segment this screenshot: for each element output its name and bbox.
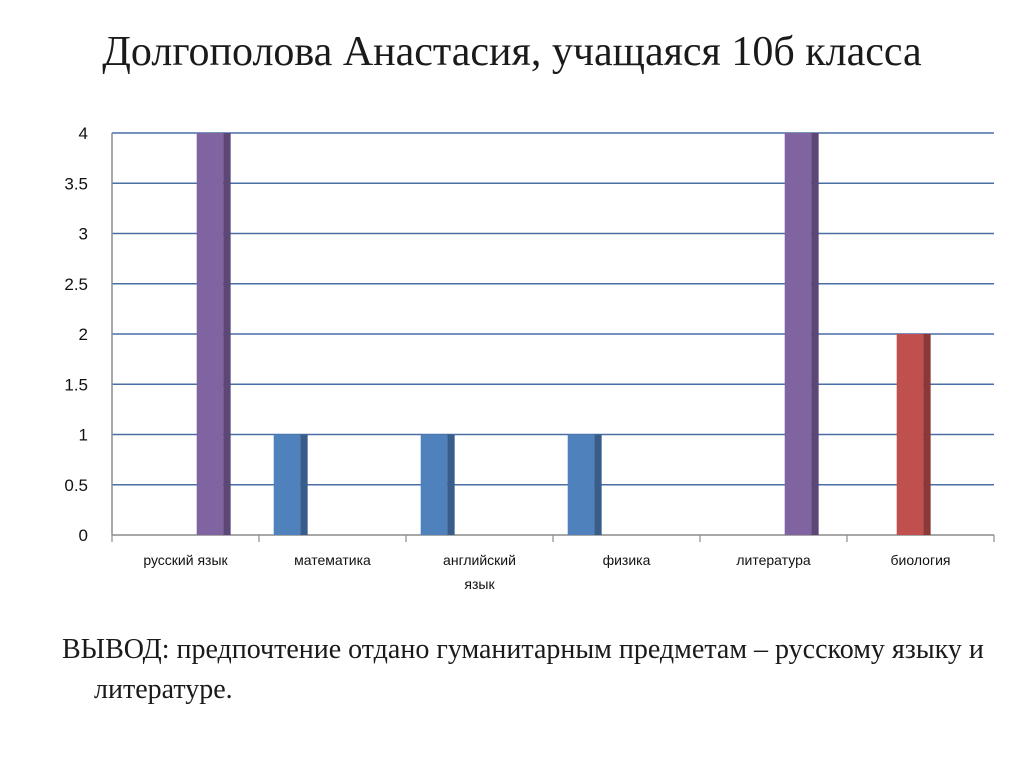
y-tick-label: 1.5 — [64, 375, 88, 394]
x-category-label: русский язык — [143, 552, 228, 568]
conclusion-text: предпочтение отдано гуманитарным предмет… — [94, 634, 984, 705]
bar — [567, 434, 595, 535]
bar — [896, 334, 924, 535]
conclusion-label: ВЫВОД: — [62, 634, 170, 665]
x-category-label: математика — [294, 552, 371, 568]
bar-chart: 0 0.5 1 1.5 2 2.5 3 3.5 4 русский язык математика а… — [64, 124, 995, 592]
gridlines — [112, 132, 994, 486]
y-tick-label: 1 — [79, 426, 88, 445]
y-tick-label: 3.5 — [64, 174, 88, 193]
axes — [111, 133, 995, 542]
axis-labels: 0 0.5 1 1.5 2 2.5 3 3.5 4 русский язык математика а… — [64, 124, 950, 592]
bars — [196, 133, 931, 535]
bar — [784, 133, 812, 535]
y-tick-label: 3 — [79, 225, 88, 244]
conclusion: ВЫВОД: предпочтение отдано гуманитарным … — [62, 630, 994, 710]
x-category-label: язык — [464, 576, 495, 592]
x-category-label: английский — [443, 552, 516, 568]
y-tick-label: 0.5 — [64, 476, 88, 495]
bar-side — [923, 334, 931, 535]
x-category-label: биология — [891, 552, 951, 568]
bar-side — [223, 133, 231, 535]
bar — [196, 133, 224, 535]
bar-side — [300, 434, 308, 535]
slide-title: Долгополова Анастасия, учащаяся 10б клас… — [102, 29, 922, 75]
bar — [273, 434, 301, 535]
bar-side — [594, 434, 602, 535]
y-tick-label: 2.5 — [64, 275, 88, 294]
bar-side — [447, 434, 455, 535]
bar-side — [811, 133, 819, 535]
y-tick-label: 2 — [79, 325, 88, 344]
x-category-label: физика — [603, 552, 651, 568]
y-tick-label: 0 — [79, 526, 88, 545]
x-category-label: литература — [736, 552, 810, 568]
bar — [420, 434, 448, 535]
y-tick-label: 4 — [79, 124, 88, 143]
